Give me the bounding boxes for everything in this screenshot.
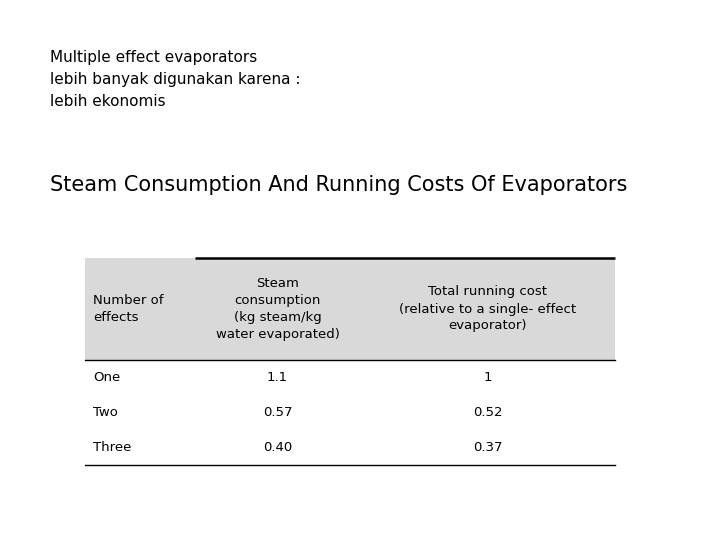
Text: 0.52: 0.52	[473, 406, 503, 419]
Text: Multiple effect evaporators
lebih banyak digunakan karena :
lebih ekonomis: Multiple effect evaporators lebih banyak…	[50, 50, 300, 110]
Text: Steam Consumption And Running Costs Of Evaporators: Steam Consumption And Running Costs Of E…	[50, 175, 627, 195]
Bar	[85, 258, 615, 360]
Text: Two: Two	[93, 406, 118, 419]
Text: 0.37: 0.37	[473, 441, 503, 454]
Text: Steam
consumption
(kg steam/kg
water evaporated): Steam consumption (kg steam/kg water eva…	[215, 277, 339, 341]
Text: 1: 1	[483, 371, 492, 384]
Text: Total running cost
(relative to a single- effect
evaporator): Total running cost (relative to a single…	[399, 286, 576, 333]
Text: 0.57: 0.57	[263, 406, 292, 419]
Text: 1.1: 1.1	[267, 371, 288, 384]
Text: 0.40: 0.40	[263, 441, 292, 454]
Text: Number of
effects: Number of effects	[93, 294, 163, 324]
Text: Three: Three	[93, 441, 131, 454]
Text: One: One	[93, 371, 120, 384]
